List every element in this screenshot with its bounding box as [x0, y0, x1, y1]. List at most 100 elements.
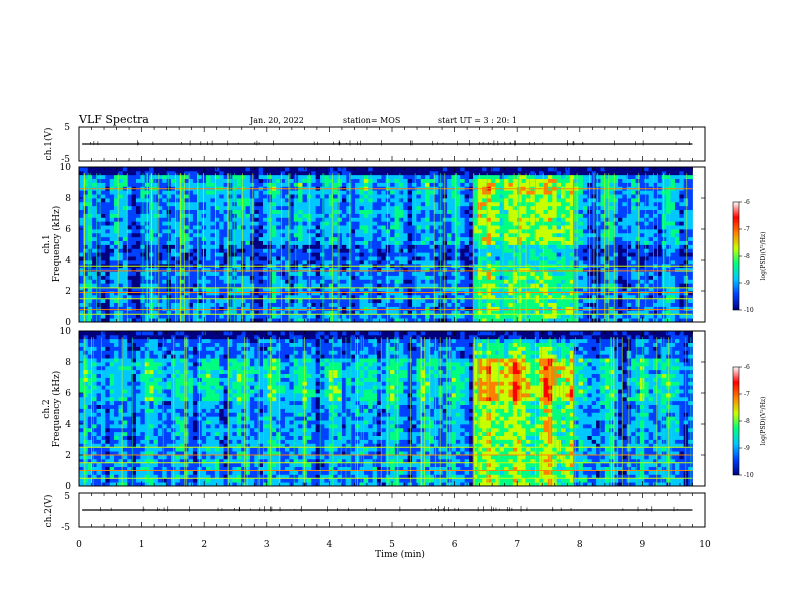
spectrogram-cell [429, 279, 435, 284]
spectrogram-cell [504, 248, 509, 253]
spectrogram-cell [135, 291, 141, 296]
spectrogram-cell [350, 283, 356, 288]
spectrogram-cell [363, 291, 369, 296]
spectrogram-cell [192, 194, 198, 199]
spectrogram-cell [490, 170, 496, 176]
spectrogram-cell [118, 240, 124, 245]
spectrogram-cell [398, 236, 404, 242]
spectrogram-cell [521, 267, 527, 273]
spectrogram-cell [214, 225, 220, 230]
spectrogram-cell [403, 283, 409, 288]
spectrogram-cell [534, 167, 540, 172]
spectrogram-cell [249, 256, 255, 261]
spectrogram-cell [363, 279, 369, 284]
spectrogram-cell [241, 178, 246, 183]
spectrogram-cell [100, 209, 106, 214]
spectrogram-cell [105, 256, 111, 261]
spectrogram-cell [227, 167, 233, 172]
spectrogram-cell [499, 279, 505, 284]
spectrogram-cell [206, 167, 211, 172]
spectrogram-cell [96, 232, 102, 238]
spectrogram-cell [118, 318, 124, 323]
spectrogram-cell [284, 170, 290, 176]
spectrogram-cell [135, 225, 141, 230]
spectrogram-cell [433, 306, 439, 311]
spectrogram-cell [162, 198, 168, 203]
spectrogram-cell [109, 190, 115, 195]
spectrogram-cell [109, 314, 115, 319]
spectrogram-cell [600, 267, 606, 273]
spectrogram-cell [210, 236, 216, 242]
spectrogram-cell [118, 190, 124, 195]
spectrogram-cell [201, 302, 207, 307]
spectrogram-cell [184, 298, 189, 304]
spectrogram-cell [604, 287, 610, 292]
spectrogram-cell [293, 167, 299, 172]
spectrogram-cell [192, 244, 198, 249]
spectrogram-cell [451, 178, 457, 183]
spectrogram-cell [83, 201, 89, 207]
spectrogram-cell [363, 298, 369, 304]
spectrogram-cell [521, 209, 527, 214]
spectrogram-cell [92, 287, 97, 292]
spectrogram-cell [591, 170, 597, 176]
spectrogram-cell [512, 217, 518, 222]
spectrogram-cell [543, 248, 549, 253]
spectrogram-cell [311, 182, 317, 187]
spectrogram-cell [425, 271, 430, 276]
spectrogram-cell [245, 310, 251, 315]
spectrogram-cell [543, 167, 549, 172]
spectrogram-cell [543, 213, 549, 218]
spectrogram-cell [473, 225, 479, 230]
spectrogram-cell [530, 260, 536, 265]
spectrogram-cell [219, 302, 225, 307]
spectrogram-cell [153, 244, 159, 249]
spectrogram-cell [271, 229, 277, 234]
spectrogram-cell [175, 225, 181, 230]
spectrogram-cell [162, 291, 168, 296]
spectrogram-cell [539, 229, 544, 234]
spectrogram-cell [372, 205, 378, 211]
spectrogram-cell [346, 294, 352, 300]
spectrogram-cell [468, 178, 474, 183]
spectrogram-cell [600, 287, 606, 292]
spectrogram-cell [337, 170, 343, 176]
spectrogram-cell [561, 236, 566, 242]
spectrogram-cell [350, 260, 356, 265]
spectrogram-cell [249, 174, 255, 180]
spectrogram-cell [249, 294, 255, 300]
spectrogram-cell [539, 302, 544, 307]
spectrogram-cell [403, 271, 409, 276]
spectrogram-cell [499, 287, 505, 292]
spectrogram-cell [420, 178, 426, 183]
spectrogram-cell [184, 167, 189, 172]
spectrogram-cell [490, 213, 496, 218]
spectrogram-cell [241, 310, 246, 315]
spectrogram-cell [416, 182, 422, 187]
spectrogram-cell [385, 240, 391, 245]
spectrogram-cell [298, 318, 303, 323]
spectrogram-cell [166, 260, 172, 265]
spectrogram-cell [534, 256, 540, 261]
spectrogram-cell [385, 217, 391, 222]
spectrogram-cell [179, 178, 185, 183]
spectrogram-cell [214, 298, 220, 304]
spectrogram-cell [315, 221, 321, 226]
spectrogram-cell [197, 306, 203, 311]
spectrogram-cell [96, 229, 102, 234]
spectrogram-cell [127, 232, 132, 238]
spectrogram-cell [245, 271, 251, 276]
spectrogram-cell [92, 221, 97, 226]
spectrogram-cell [289, 178, 295, 183]
spectrogram-cell [324, 178, 330, 183]
spectrogram-cell [79, 198, 84, 203]
spectrogram-cell [280, 174, 286, 180]
spectrogram-cell [263, 174, 268, 180]
spectrogram-cell [114, 190, 119, 195]
spectrogram-cell [359, 298, 365, 304]
spectrogram-cell [569, 217, 575, 222]
spectrogram-cell [376, 182, 382, 187]
spectrogram-cell [249, 213, 255, 218]
spectrogram-cell [122, 256, 128, 261]
spectrogram-cell [381, 244, 387, 249]
